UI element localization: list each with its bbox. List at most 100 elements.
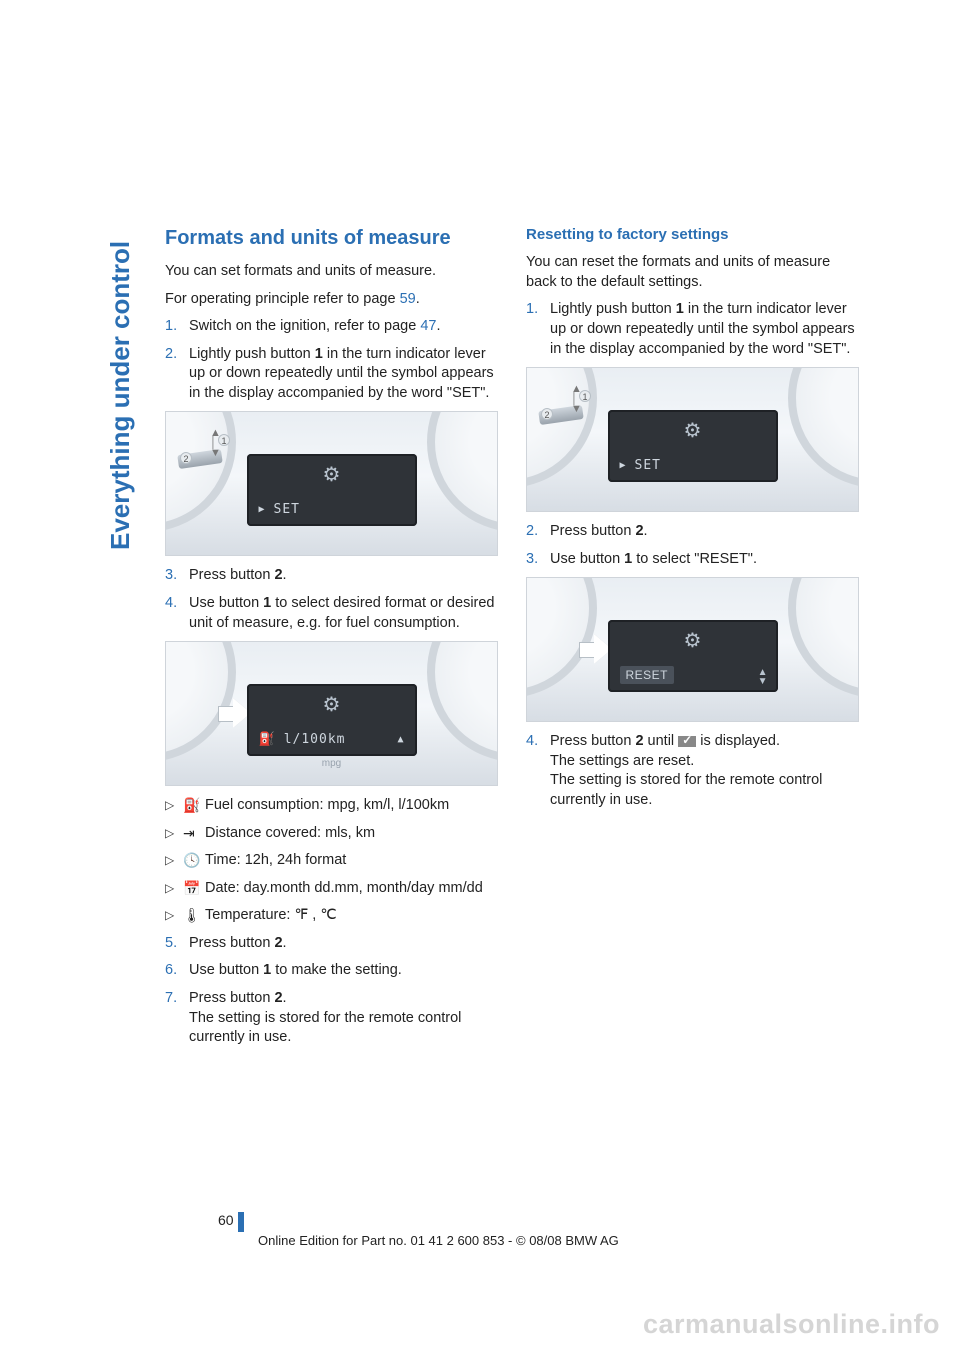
steps-list-right-a: 1. Lightly push button 1 in the turn ind… bbox=[526, 300, 859, 359]
step-2: 2. Lightly push button 1 in the turn ind… bbox=[165, 345, 498, 404]
step-number: 3. bbox=[165, 566, 177, 586]
step-r2: 2. Press button 2. bbox=[526, 522, 859, 542]
format-options-list: ⛽ Fuel consumption: mpg, km/l, l/100km ⇥D… bbox=[165, 796, 498, 926]
step-number: 6. bbox=[165, 961, 177, 981]
step-5a: Press button bbox=[189, 935, 274, 951]
step-7c: The setting is stored for the remote con… bbox=[189, 1010, 461, 1046]
settings-icon: ⚙ bbox=[608, 628, 778, 655]
option-time-text: Time: 12h, 24h format bbox=[205, 852, 346, 868]
steps-list-right-c: 4. Press button 2 until is displayed. Th… bbox=[526, 732, 859, 810]
option-distance: ⇥Distance covered: mls, km bbox=[165, 824, 498, 844]
option-date: 📅 Date: day.month dd.mm, month/day mm/dd bbox=[165, 879, 498, 899]
settings-icon: ⚙ bbox=[608, 418, 778, 445]
fuel-pump-icon: ⛽ bbox=[259, 731, 276, 749]
section-side-label: Everything under control bbox=[105, 241, 136, 550]
page-link-59[interactable]: 59 bbox=[400, 291, 416, 307]
option-temperature-text: Temperature: ℉ , ℃ bbox=[205, 907, 337, 923]
option-distance-text: Distance covered: mls, km bbox=[205, 825, 375, 841]
option-fuel: ⛽ Fuel consumption: mpg, km/l, l/100km bbox=[165, 796, 498, 816]
step-r3a: Use button bbox=[550, 551, 624, 567]
intro-para-2: For operating principle refer to page 59… bbox=[165, 290, 498, 310]
step-number: 4. bbox=[165, 594, 177, 614]
figure-set-display-2: ▲│▼ 1 2 ⚙ ▶ SET bbox=[526, 367, 859, 512]
heading-resetting: Resetting to factory settings bbox=[526, 225, 859, 245]
display-label-set: SET bbox=[274, 501, 300, 519]
step-6b: to make the setting. bbox=[271, 962, 402, 978]
step-r2a: Press button bbox=[550, 523, 635, 539]
heading-formats: Formats and units of measure bbox=[165, 225, 498, 252]
step-r3: 3. Use button 1 to select "RESET". bbox=[526, 550, 859, 570]
step-3-bold: 2 bbox=[274, 567, 282, 583]
step-6: 6. Use button 1 to make the setting. bbox=[165, 961, 498, 981]
step-3a: Press button bbox=[189, 567, 274, 583]
display-label-l100km: l/100km bbox=[284, 731, 346, 749]
step-6a: Use button bbox=[189, 962, 263, 978]
display-label-set: SET bbox=[635, 457, 661, 475]
settings-icon: ⚙ bbox=[247, 462, 417, 489]
indicator-lever-icon: ▲│▼ 1 2 bbox=[178, 430, 234, 502]
option-fuel-text: Fuel consumption: mpg, km/l, l/100km bbox=[205, 797, 449, 813]
figure-fuel-display: ⚙ ⛽ l/100km ▲ mpg bbox=[165, 641, 498, 786]
intro-para-2b: . bbox=[416, 291, 420, 307]
step-number: 7. bbox=[165, 989, 177, 1009]
step-7: 7. Press button 2. The setting is stored… bbox=[165, 989, 498, 1048]
option-time: 🕓 Time: 12h, 24h format bbox=[165, 851, 498, 871]
manual-page: Everything under control Formats and uni… bbox=[0, 0, 960, 1358]
center-display: ⚙ ▶ SET bbox=[608, 410, 778, 482]
steps-list-left-c: 5. Press button 2. 6. Use button 1 to ma… bbox=[165, 934, 498, 1048]
step-r2-bold: 2 bbox=[635, 523, 643, 539]
step-r4-bold: 2 bbox=[635, 733, 643, 749]
step-r4b: until bbox=[644, 733, 679, 749]
thermometer-icon: 🌡 bbox=[183, 906, 201, 925]
step-r4e: The setting is stored for the remote con… bbox=[550, 772, 822, 808]
page-number-bar bbox=[238, 1212, 244, 1232]
step-r1a: Lightly push button bbox=[550, 301, 676, 317]
right-column: Resetting to factory settings You can re… bbox=[526, 225, 859, 1056]
reset-intro: You can reset the formats and units of m… bbox=[526, 253, 859, 292]
step-r2b: . bbox=[644, 523, 648, 539]
calendar-icon: 📅 bbox=[183, 879, 200, 898]
eject-icon: ▲ bbox=[397, 733, 404, 747]
step-number: 1. bbox=[526, 300, 538, 320]
selector-arrow-icon: ▶ bbox=[259, 503, 266, 517]
option-date-text: Date: day.month dd.mm, month/day mm/dd bbox=[205, 880, 483, 896]
content-columns: Formats and units of measure You can set… bbox=[165, 225, 860, 1056]
step-7a: Press button bbox=[189, 990, 274, 1006]
left-column: Formats and units of measure You can set… bbox=[165, 225, 498, 1056]
page-link-47[interactable]: 47 bbox=[420, 318, 436, 334]
step-7b: . bbox=[283, 990, 287, 1006]
step-number: 2. bbox=[165, 345, 177, 365]
figure-set-display-1: ▲│▼ 1 2 ⚙ ▶ SET bbox=[165, 411, 498, 556]
step-4a: Use button bbox=[189, 595, 263, 611]
selector-arrow-icon: ▶ bbox=[620, 459, 627, 473]
figure-reset-display: ⚙ RESET ▲▼ bbox=[526, 577, 859, 722]
step-5: 5. Press button 2. bbox=[165, 934, 498, 954]
center-display: ⚙ RESET ▲▼ bbox=[608, 620, 778, 692]
step-number: 2. bbox=[526, 522, 538, 542]
step-number: 3. bbox=[526, 550, 538, 570]
step-number: 1. bbox=[165, 317, 177, 337]
step-number: 4. bbox=[526, 732, 538, 752]
steps-list-left-b: 3. Press button 2. 4. Use button 1 to se… bbox=[165, 566, 498, 633]
watermark: carmanualsonline.info bbox=[643, 1309, 940, 1340]
step-1: 1. Switch on the ignition, refer to page… bbox=[165, 317, 498, 337]
gauge-right-icon bbox=[427, 641, 498, 762]
step-r4c: is displayed. bbox=[696, 733, 780, 749]
display-label-reset: RESET bbox=[620, 666, 675, 684]
page-number: 60 bbox=[218, 1212, 234, 1228]
clock-icon: 🕓 bbox=[183, 851, 200, 870]
gauge-right-icon bbox=[427, 411, 498, 532]
step-r1: 1. Lightly push button 1 in the turn ind… bbox=[526, 300, 859, 359]
step-2a: Lightly push button bbox=[189, 346, 315, 362]
option-temperature: 🌡Temperature: ℉ , ℃ bbox=[165, 906, 498, 926]
step-2-bold: 1 bbox=[315, 346, 323, 362]
checkmark-flag-icon bbox=[678, 736, 696, 747]
fuel-pump-icon: ⛽ bbox=[183, 796, 200, 815]
intro-para-1: You can set formats and units of measure… bbox=[165, 262, 498, 282]
step-1a: Switch on the ignition, refer to page bbox=[189, 318, 420, 334]
indicator-lever-icon: ▲│▼ 1 2 bbox=[539, 386, 595, 458]
footer-text: Online Edition for Part no. 01 41 2 600 … bbox=[258, 1233, 619, 1248]
step-r4a: Press button bbox=[550, 733, 635, 749]
step-3: 3. Press button 2. bbox=[165, 566, 498, 586]
gauge-right-icon bbox=[788, 367, 859, 488]
